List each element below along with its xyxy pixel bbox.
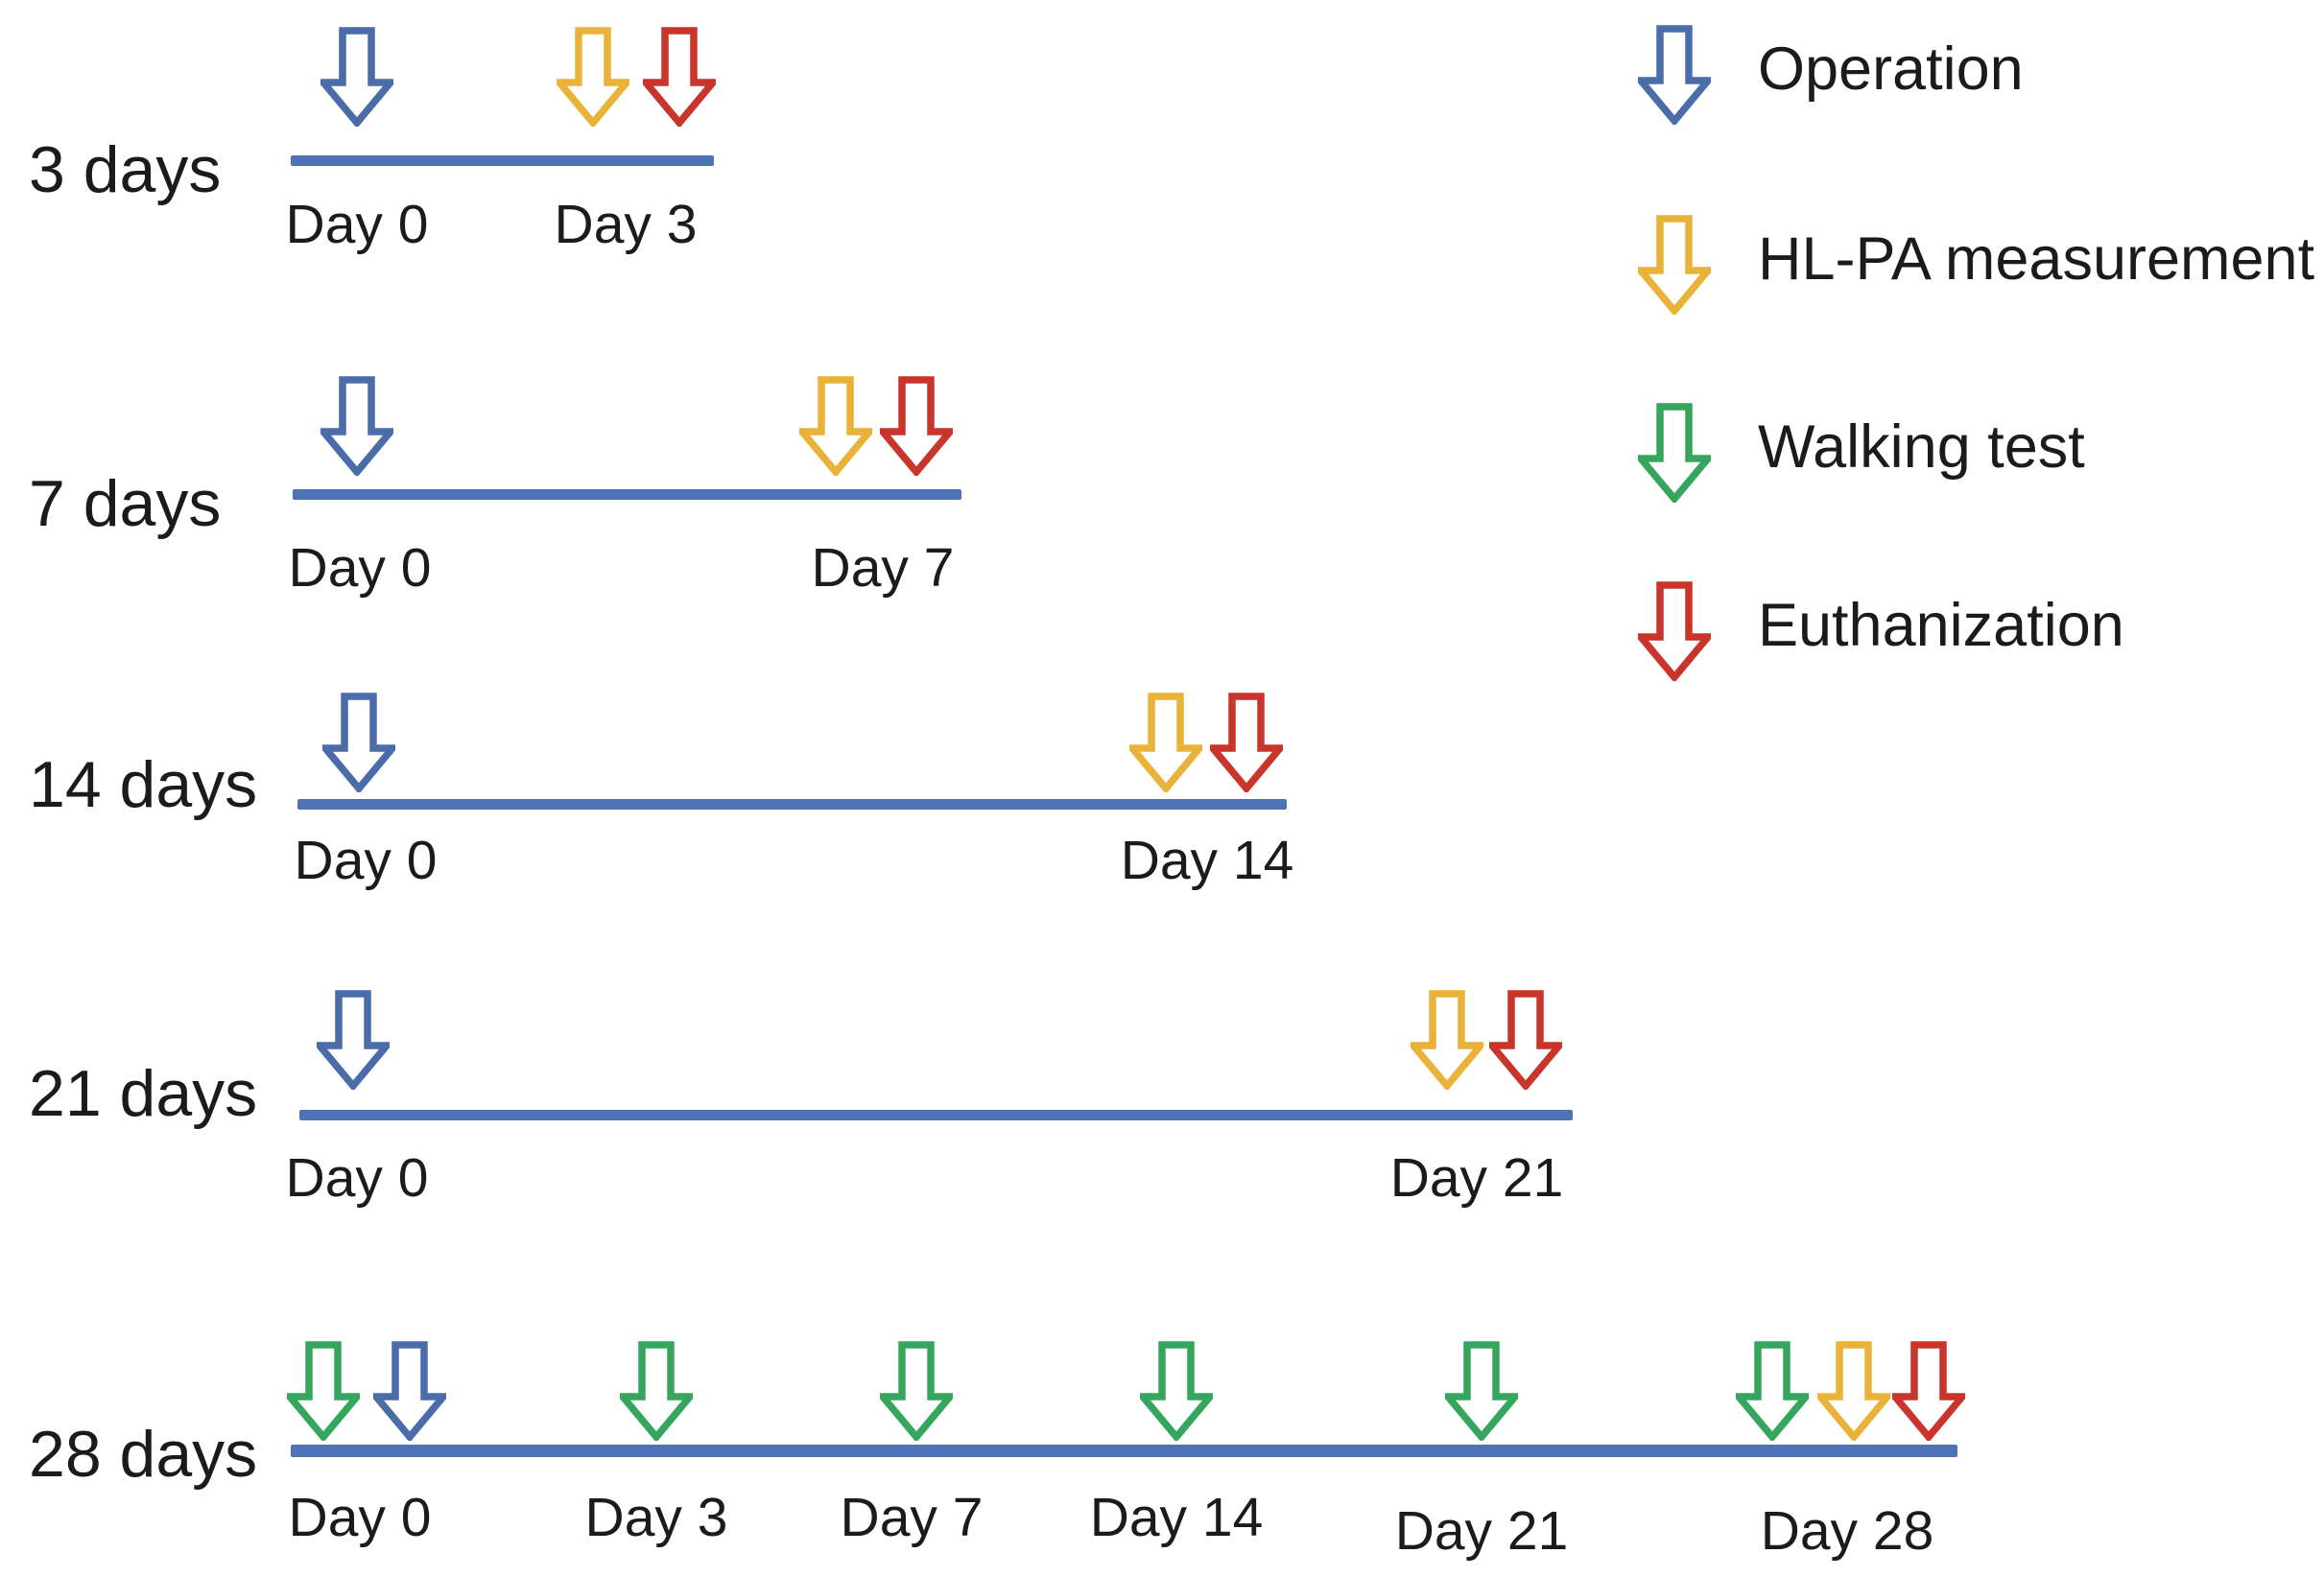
operation-arrow-icon [1638,25,1711,125]
operation-arrow-icon [322,693,395,792]
day-label: Day 14 [1089,1487,1264,1548]
euthanization-arrow-icon [1638,581,1711,681]
walking-arrow-icon [1736,1341,1809,1441]
day-label: Day 3 [554,194,698,255]
walking-arrow-icon [1638,403,1711,503]
operation-arrow-icon [317,990,390,1090]
timeline-line [297,798,1287,810]
operation-arrow-icon [373,1341,446,1441]
timeline-duration-label: 3 days [29,133,222,206]
day-label: Day 21 [1394,1500,1569,1562]
walking-arrow-icon [1140,1341,1213,1441]
legend-label-euthanization: Euthanization [1758,592,2124,659]
operation-arrow-icon [320,376,393,476]
legend-label-operation: Operation [1758,35,2024,103]
hlpa-arrow-icon [1129,693,1202,792]
timeline-duration-label: 21 days [29,1057,258,1130]
walking-arrow-icon [1445,1341,1518,1441]
day-label: Day 3 [584,1487,728,1548]
timeline-line [291,1444,1957,1457]
timeline-duration-label: 14 days [29,748,258,821]
legend-label-hlpa: HL-PA measurement [1758,225,2315,293]
walking-arrow-icon [620,1341,693,1441]
day-label: Day 0 [285,1147,429,1209]
hlpa-arrow-icon [1817,1341,1890,1441]
day-label: Day 0 [294,830,438,891]
day-label: Day 0 [285,194,429,255]
euthanization-arrow-icon [1892,1341,1965,1441]
legend-label-walking: Walking test [1758,413,2085,481]
euthanization-arrow-icon [1489,990,1562,1090]
euthanization-arrow-icon [643,27,716,127]
hlpa-arrow-icon [1638,215,1711,315]
hlpa-arrow-icon [799,376,872,476]
hlpa-arrow-icon [557,27,629,127]
day-label: Day 0 [288,1487,432,1548]
timeline-line [291,154,714,166]
day-label: Day 28 [1760,1500,1934,1562]
walking-arrow-icon [287,1341,360,1441]
timeline-duration-label: 28 days [29,1418,258,1491]
timeline-duration-label: 7 days [29,467,222,540]
day-label: Day 7 [811,537,955,599]
day-label: Day 14 [1120,830,1294,891]
day-label: Day 21 [1389,1147,1564,1209]
walking-arrow-icon [880,1341,953,1441]
day-label: Day 7 [840,1487,984,1548]
euthanization-arrow-icon [1210,693,1283,792]
operation-arrow-icon [320,27,393,127]
hlpa-arrow-icon [1411,990,1483,1090]
day-label: Day 0 [288,537,432,599]
euthanization-arrow-icon [880,376,953,476]
timeline-line [293,488,961,500]
timeline-line [299,1109,1573,1120]
